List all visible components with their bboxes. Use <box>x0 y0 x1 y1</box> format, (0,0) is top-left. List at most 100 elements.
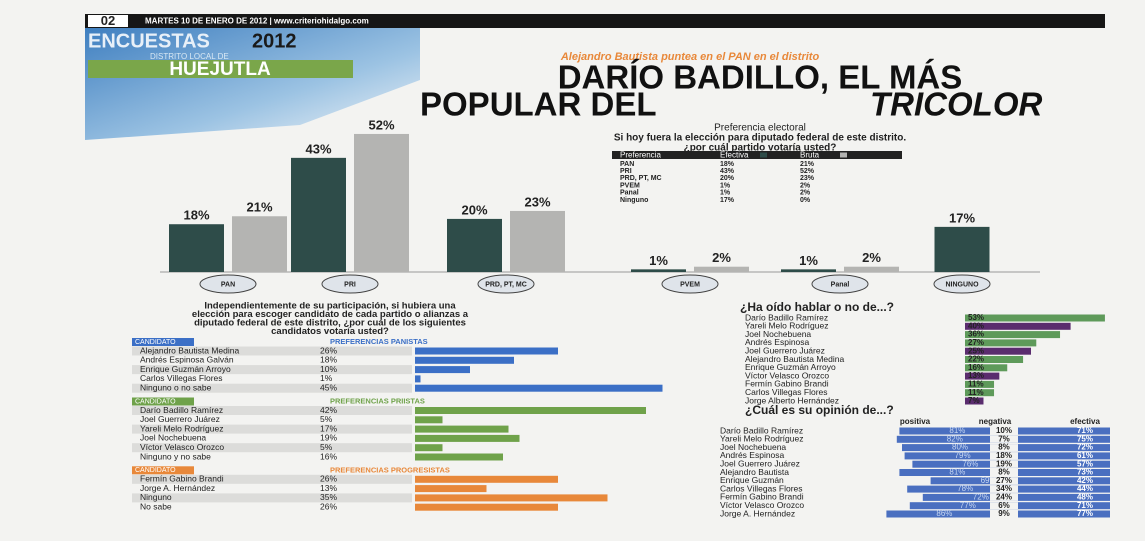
opinion-pct: 24% <box>996 493 1012 502</box>
dateline: MARTES 10 DE ENERO DE 2012 | www.criteri… <box>145 17 369 26</box>
group-header: CANDIDATO <box>135 467 176 474</box>
opinion-pct: 75% <box>1077 434 1093 443</box>
opinion-header: positiva <box>900 417 931 426</box>
chart-title: Preferencia electoral <box>714 123 806 134</box>
opinion-pct: 77% <box>960 501 976 510</box>
opinion-pct: 86% <box>936 509 952 518</box>
opinion-negative-box <box>990 510 1018 518</box>
table-cell: 52% <box>800 168 815 175</box>
awareness-name: Joel Guerrero Juárez <box>745 345 825 355</box>
party-logo <box>477 274 535 294</box>
awareness-name: Fermín Gabino Brandi <box>745 379 829 389</box>
candidate-name: Yareli Melo Rodríguez <box>140 423 223 433</box>
awareness-name: Darío Badillo Ramírez <box>745 312 828 322</box>
awareness-name: Yareli Melo Rodríguez <box>745 321 828 331</box>
table-cell: 1% <box>720 182 731 189</box>
candidate-bar <box>415 347 558 355</box>
bar-label: 2% <box>862 250 881 265</box>
bar <box>781 269 836 272</box>
table-cell: 21% <box>800 161 815 168</box>
opinion-negative-box <box>990 460 1018 468</box>
candidate-bar <box>415 366 470 374</box>
opinion-negative-box <box>990 485 1018 493</box>
opinion-name: Joel Nochebuena <box>720 442 786 452</box>
awareness-pct: 13% <box>968 371 984 380</box>
opinion-pct: 71% <box>1077 501 1093 510</box>
party-logo <box>321 274 379 294</box>
bar-label: 18% <box>183 208 209 223</box>
candidate-bar <box>415 384 663 392</box>
awareness-bar <box>965 397 984 405</box>
opinion-pct: 80% <box>952 443 968 452</box>
page-box <box>88 15 128 27</box>
candidate-pct: 13% <box>320 483 337 493</box>
candidate-bar <box>415 475 558 483</box>
candidate-bar <box>415 485 487 493</box>
opinion-negative-box <box>990 435 1018 443</box>
opinion-pct: 73% <box>1077 468 1093 477</box>
opinion-name: Enrique Guzmán <box>720 475 784 485</box>
bar-label: 20% <box>461 202 487 217</box>
opinion-pct: 9% <box>998 509 1010 518</box>
awareness-bar <box>965 389 995 397</box>
opinion-pct: 57% <box>1077 459 1093 468</box>
opinion-name: Jorge A. Hernández <box>720 508 795 518</box>
candidate-name: Jorge A. Hernández <box>140 483 215 493</box>
table-cell: 23% <box>800 175 815 182</box>
candidate-bar <box>415 407 646 414</box>
bar <box>510 210 565 272</box>
awareness-name: Víctor Velasco Orozco <box>745 370 829 380</box>
awareness-pct: 16% <box>968 363 984 372</box>
opinion-pct: 42% <box>1077 476 1093 485</box>
group-header-bg <box>132 466 194 475</box>
candidate-name: Andrés Espinosa Galván <box>140 355 234 365</box>
opinion-name: Yareli Melo Rodríguez <box>720 434 803 444</box>
candidate-pct: 26% <box>320 501 337 511</box>
awareness-name: Carlos Villegas Flores <box>745 387 828 397</box>
awareness-bar <box>965 356 1024 363</box>
banner <box>85 28 420 140</box>
opinion-pct: 34% <box>996 484 1012 493</box>
headline: POPULAR DEL <box>420 86 657 123</box>
candidate-bar <box>415 503 558 511</box>
awareness-pct: 11% <box>968 380 984 389</box>
candidate-bar <box>415 356 514 364</box>
candidate-pct: 16% <box>320 451 337 461</box>
bar-label: 21% <box>246 200 272 215</box>
district: DISTRITO LOCAL DE <box>150 52 229 61</box>
group-header: CANDIDATO <box>135 398 176 405</box>
opinion-name: Darío Badillo Ramírez <box>720 425 803 435</box>
candidate-name: Ninguno o no sabe <box>140 382 212 392</box>
opinion-negative-box <box>990 427 1018 435</box>
candidate-pct: 45% <box>320 382 337 392</box>
table-cell: PRI <box>620 168 632 175</box>
opinion-header: negativa <box>979 417 1012 426</box>
candidate-name: Joel Guerrero Juárez <box>140 414 220 424</box>
opinion-name: Joel Guerrero Juárez <box>720 458 800 468</box>
category-label: PRI <box>344 281 356 288</box>
row-bg <box>132 443 412 453</box>
opinion-pct: 78% <box>957 484 973 493</box>
awareness-pct: 36% <box>968 330 984 339</box>
bar-label: 2% <box>712 250 731 265</box>
category-label: NINGUNO <box>945 281 979 288</box>
awareness-title: ¿Ha oído hablar o no de...? <box>740 300 894 314</box>
candidate-name: Joel Nochebuena <box>140 433 206 443</box>
section: ENCUESTAS <box>88 30 210 52</box>
candidate-bar <box>415 375 421 383</box>
opinion-negative-box <box>990 469 1018 476</box>
opinion-pct: 27% <box>996 476 1012 485</box>
row-bg <box>132 346 412 356</box>
table-cell: Ninguno <box>620 197 648 204</box>
headline: DARÍO BADILLO, EL MÁS <box>558 59 963 96</box>
awareness-bar <box>965 339 1037 347</box>
candidate-name: Darío Badillo Ramírez <box>140 405 223 415</box>
party-logo <box>811 274 869 294</box>
awareness-pct: 25% <box>968 346 984 355</box>
party-logo <box>199 274 257 294</box>
table-cell: PAN <box>620 161 634 168</box>
opinion-pct: 48% <box>1077 493 1093 502</box>
opinion-header: efectiva <box>1070 417 1100 426</box>
row-bg <box>132 406 412 415</box>
awareness-name: Joel Nochebuena <box>745 329 811 339</box>
